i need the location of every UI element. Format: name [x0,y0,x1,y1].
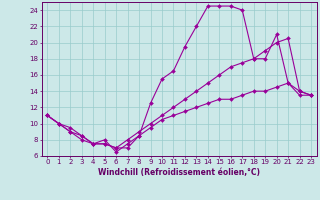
X-axis label: Windchill (Refroidissement éolien,°C): Windchill (Refroidissement éolien,°C) [98,168,260,177]
